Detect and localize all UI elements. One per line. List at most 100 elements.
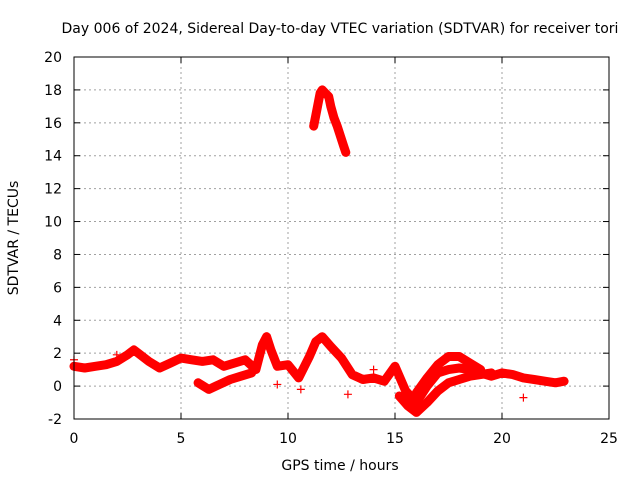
- data-point: [336, 131, 345, 140]
- series-band: [394, 368, 496, 417]
- data-point: [309, 122, 318, 131]
- axis-ticks: [73, 56, 610, 420]
- data-point: [187, 355, 196, 364]
- data-point: [412, 398, 421, 407]
- data-point: [380, 377, 389, 386]
- data-point: [123, 350, 132, 359]
- data-point: [391, 362, 399, 371]
- data-point: [247, 368, 256, 377]
- data-point: [560, 377, 569, 386]
- data-point: [326, 102, 335, 111]
- data-point: [423, 398, 432, 407]
- data-point: [311, 337, 320, 346]
- data-point: [530, 375, 539, 384]
- plot-frame: [73, 56, 610, 420]
- x-tick-label: 20: [493, 431, 511, 447]
- data-point: [326, 342, 335, 351]
- data-point: [551, 378, 560, 387]
- data-point: [215, 380, 224, 389]
- data-point: [91, 362, 100, 371]
- y-axis-label: SDTVAR / TECUs: [6, 181, 22, 296]
- x-tick-label: 0: [70, 431, 79, 447]
- data-point: [341, 148, 350, 157]
- data-point: [465, 372, 474, 381]
- data-point: [348, 370, 357, 379]
- x-tick-label: 5: [177, 431, 186, 447]
- data-point: [305, 352, 314, 361]
- data-point: [519, 373, 528, 382]
- data-point: [369, 373, 378, 382]
- data-point: [444, 365, 453, 374]
- data-point: [333, 122, 342, 131]
- y-tick-label: 16: [44, 116, 62, 132]
- scatter-point: [519, 393, 528, 402]
- scatter-point: [273, 380, 282, 389]
- y-tick-label: 4: [53, 313, 62, 329]
- data-point: [339, 141, 348, 150]
- grid: [74, 57, 609, 419]
- y-tick-label: 12: [44, 182, 62, 198]
- data-point: [330, 113, 339, 122]
- data-point: [444, 378, 453, 387]
- y-tick-label: 0: [53, 379, 62, 395]
- data-point: [226, 375, 235, 384]
- x-tick-label: 15: [386, 431, 404, 447]
- data-point: [318, 332, 327, 341]
- scatter-point: [369, 365, 378, 374]
- data-point: [129, 345, 138, 354]
- chart-title: Day 006 of 2024, Sidereal Day-to-day VTE…: [62, 21, 619, 37]
- data-point: [540, 377, 549, 386]
- y-tick-label: 2: [53, 346, 62, 362]
- tick-labels: 0 5 10 15 20 25 -2 0 2 4 6 8 10 12 14 16 18 20: [44, 50, 618, 447]
- scatter-point: [112, 350, 121, 359]
- data-point: [284, 360, 292, 369]
- data-point: [358, 375, 367, 384]
- data-points: [69, 85, 569, 417]
- scatter-point: [343, 390, 352, 399]
- y-tick-label: -2: [48, 412, 62, 428]
- data-point: [294, 373, 303, 382]
- data-point: [444, 352, 453, 361]
- data-point: [177, 354, 185, 363]
- data-point: [262, 332, 271, 341]
- data-point: [403, 401, 412, 410]
- data-point: [236, 372, 245, 381]
- data-point: [324, 92, 333, 101]
- data-point: [198, 357, 207, 366]
- data-point: [455, 352, 464, 361]
- data-point: [401, 387, 410, 396]
- data-point: [134, 349, 143, 358]
- x-axis-label: GPS time / hours: [281, 458, 398, 474]
- data-point: [412, 408, 421, 417]
- data-point: [395, 391, 404, 400]
- data-point: [508, 370, 517, 379]
- data-point: [219, 362, 228, 371]
- data-point: [144, 357, 153, 366]
- data-point: [204, 385, 213, 394]
- data-point: [266, 345, 275, 354]
- data-point: [465, 359, 474, 368]
- x-tick-label: 25: [600, 431, 618, 447]
- data-point: [273, 362, 282, 371]
- data-point: [80, 363, 89, 372]
- data-point: [241, 355, 250, 364]
- scatter-point: [296, 385, 305, 394]
- data-point: [337, 354, 346, 363]
- y-tick-label: 18: [44, 83, 62, 99]
- data-point: [455, 375, 464, 384]
- data-point: [312, 105, 321, 114]
- data-point: [487, 368, 496, 377]
- data-point: [412, 388, 421, 397]
- data-point: [433, 360, 442, 369]
- data-point: [423, 373, 432, 382]
- y-tick-label: 20: [44, 50, 62, 66]
- x-tick-label: 10: [279, 431, 297, 447]
- data-point: [166, 359, 175, 368]
- data-point: [194, 378, 203, 387]
- data-point: [433, 387, 442, 396]
- data-point: [102, 360, 111, 369]
- data-point: [258, 340, 267, 349]
- data-point: [476, 365, 485, 374]
